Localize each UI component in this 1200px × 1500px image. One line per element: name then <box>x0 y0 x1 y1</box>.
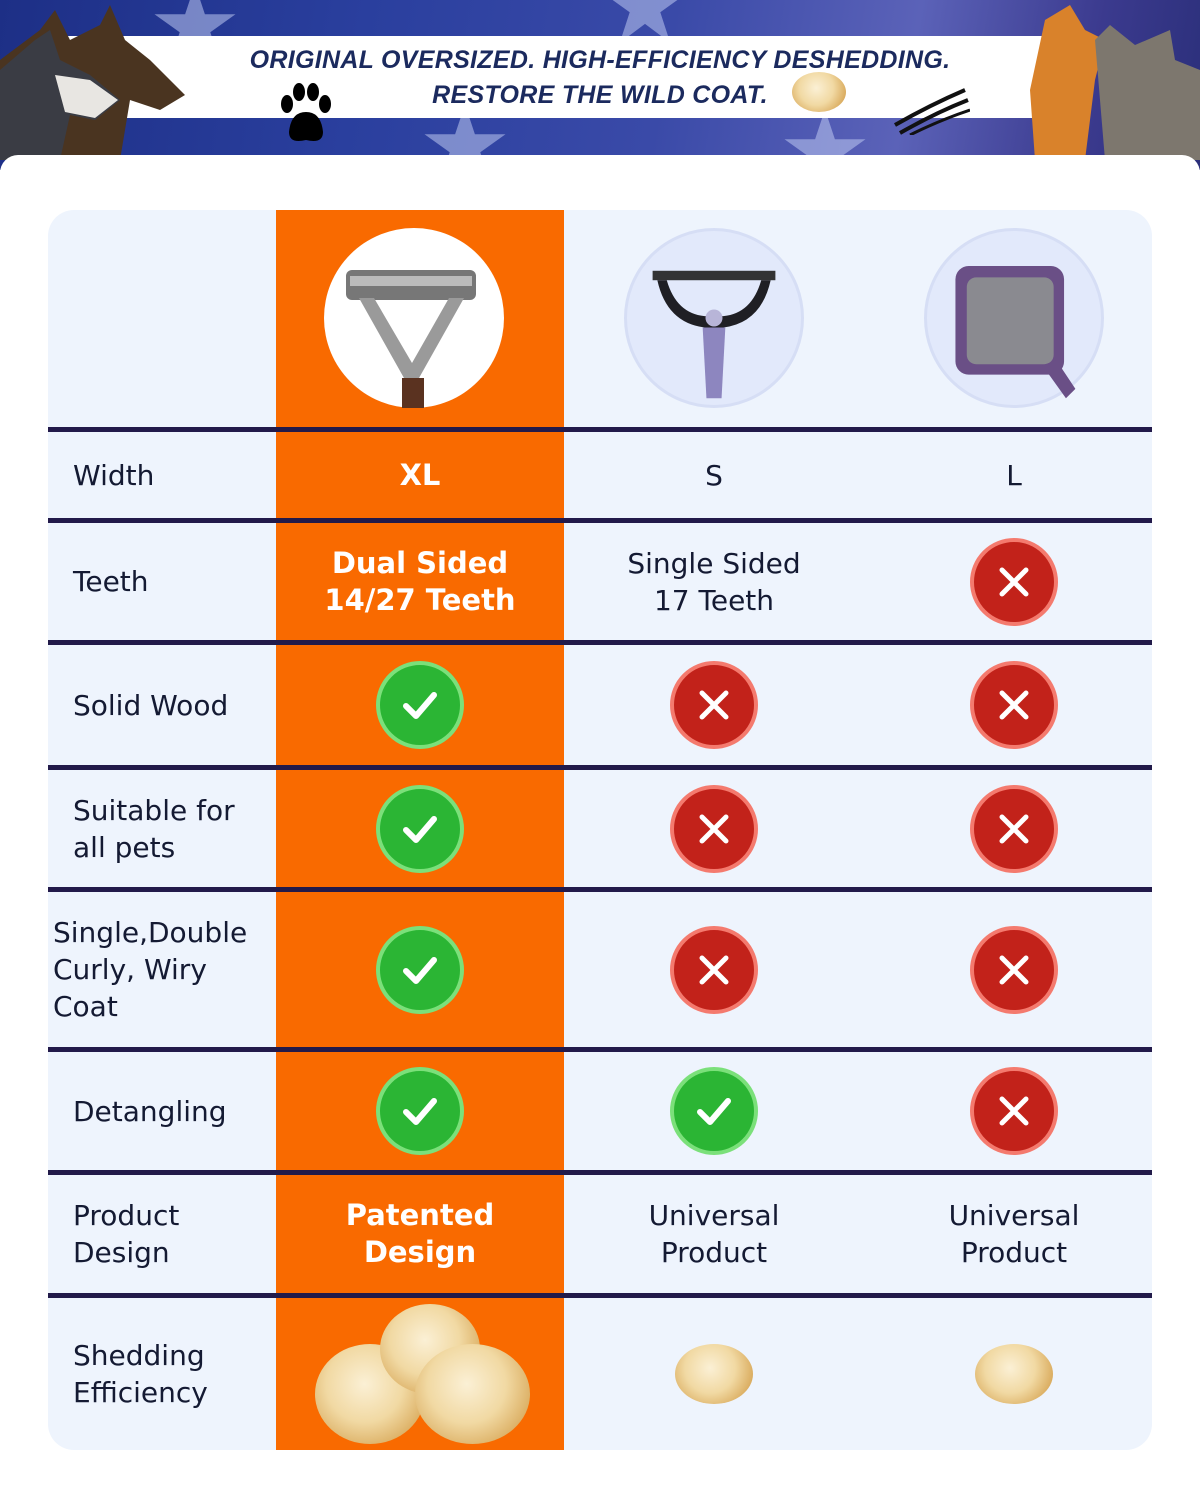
dog-illustration <box>0 5 185 160</box>
check-icon <box>376 784 464 873</box>
check-icon <box>670 1067 758 1155</box>
table-cell: L <box>1006 458 1022 492</box>
table-row: Teeth Dual Sided 14/27 Teeth Single Sided 17… <box>48 523 1152 640</box>
fur-ball-icon <box>792 72 846 112</box>
table-cell <box>864 770 1152 887</box>
star-decoration <box>784 109 866 170</box>
row-divider <box>48 518 1152 523</box>
table-row: Suitable for all pets <box>48 770 1152 887</box>
row-divider <box>48 1170 1152 1175</box>
cross-icon <box>670 925 758 1014</box>
row-label: Single,Double Curly, Wiry Coat <box>53 916 248 1023</box>
table-cell <box>564 892 864 1047</box>
product-image-competitor-1 <box>624 228 804 408</box>
row-label: Product Design <box>73 1199 180 1269</box>
table-cell <box>864 523 1152 640</box>
table-row: Single,Double Curly, Wiry Coat <box>48 892 1152 1047</box>
fur-ball-icon <box>415 1344 530 1444</box>
product-image-competitor-2 <box>924 228 1104 408</box>
cross-icon <box>670 784 758 873</box>
star-decoration <box>612 0 678 43</box>
row-divider <box>48 1047 1152 1052</box>
table-cell <box>564 770 864 887</box>
table-cell <box>864 1298 1152 1450</box>
row-label: Solid Wood <box>73 688 229 722</box>
row-label: Detangling <box>73 1094 227 1128</box>
table-row: Detangling <box>48 1052 1152 1170</box>
table-row: Width XL S L <box>48 432 1152 518</box>
table-cell: S <box>705 458 723 492</box>
table-cell <box>864 892 1152 1047</box>
cross-icon <box>970 537 1058 626</box>
check-icon <box>376 661 464 749</box>
row-label: Shedding Efficiency <box>73 1339 208 1409</box>
row-divider <box>48 640 1152 645</box>
table-cell <box>864 1052 1152 1170</box>
fur-ball-icon <box>675 1344 753 1404</box>
table-cell: Single Sided 17 Teeth <box>627 546 801 617</box>
table-cell <box>276 1052 564 1170</box>
row-divider <box>48 765 1152 770</box>
check-icon <box>376 925 464 1014</box>
row-label: Teeth <box>73 565 149 598</box>
paw-print-icon <box>281 83 331 141</box>
table-row: Solid Wood <box>48 645 1152 765</box>
product-image-featured <box>324 228 504 408</box>
check-icon <box>376 1067 464 1155</box>
table-cell <box>276 645 564 765</box>
table-cell <box>276 892 564 1047</box>
cross-icon <box>970 1067 1058 1155</box>
fur-ball-icon <box>975 1344 1053 1404</box>
star-decoration <box>154 0 236 63</box>
comparison-table: Width XL S L Teeth Dual Sided 14/27 Teeth Singl… <box>48 210 1152 1450</box>
cross-icon <box>970 925 1058 1014</box>
row-divider <box>48 1293 1152 1298</box>
row-label: Width <box>73 458 155 492</box>
table-cell <box>276 770 564 887</box>
table-cell <box>564 1298 864 1450</box>
table-cell <box>276 1298 564 1450</box>
cat-illustration <box>1030 5 1200 160</box>
table-cell <box>564 1052 864 1170</box>
row-divider <box>48 427 1152 432</box>
table-row: Shedding Efficiency <box>48 1298 1152 1450</box>
cross-icon <box>670 661 758 749</box>
table-row: Product Design Patented Design Universal Prod… <box>48 1175 1152 1293</box>
header-banner <box>0 0 1200 170</box>
star-decoration <box>424 104 506 170</box>
claw-scratch-icon <box>894 88 970 135</box>
table-cell: Universal Product <box>948 1199 1080 1269</box>
cross-icon <box>970 661 1058 749</box>
table-cell: Universal Product <box>648 1199 780 1269</box>
table-cell: Dual Sided 14/27 Teeth <box>324 545 516 617</box>
tagline-strip <box>60 36 1070 118</box>
table-cell: Patented Design <box>345 1198 495 1269</box>
table-cell <box>864 645 1152 765</box>
row-divider <box>48 887 1152 892</box>
table-cell <box>564 645 864 765</box>
table-cell: XL <box>399 457 441 492</box>
row-label: Suitable for all pets <box>73 793 235 864</box>
cross-icon <box>970 784 1058 873</box>
